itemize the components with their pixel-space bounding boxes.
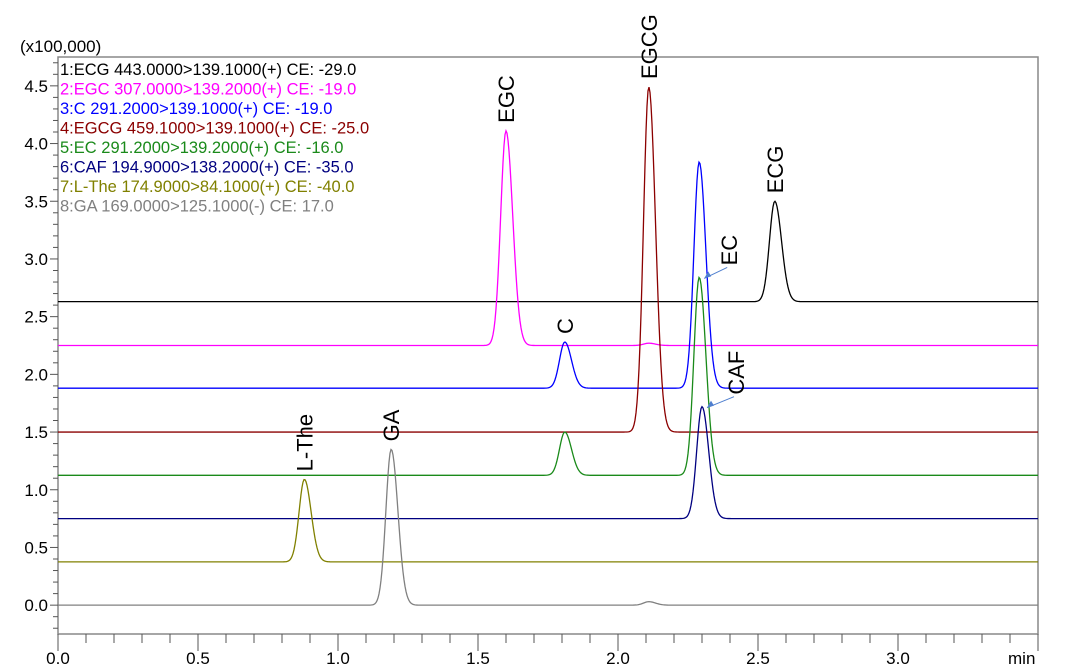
legend: 1:ECG 443.0000>139.1000(+) CE: -29.0 2:EG… [60,61,369,216]
y-tick-label: 1.5 [24,423,48,442]
traces [58,86,1038,606]
peak-labels: L-The GA EGC C EGCG EC CAF ECG [292,14,787,471]
y-tick-label: 2.5 [24,308,48,327]
peak-label: ECG [763,146,788,194]
trace-6 [58,405,1038,520]
x-tick-label: 0.5 [186,649,210,668]
x-tick-label: 3.0 [886,649,910,668]
legend-entry: 1:ECG 443.0000>139.1000(+) CE: -29.0 [60,61,356,79]
peak-label: EC [717,235,742,266]
x-tick-label: 1.0 [326,649,350,668]
axes: 0.0 0.5 1.0 1.5 2.0 2.5 3.0 0.0 0.5 1.0 1.5 2.0 2.5 3… [24,62,1039,668]
y-axis-scale-label: (x100,000) [20,37,101,56]
x-tick-label: 1.5 [466,649,490,668]
arrow-head-icon [704,271,712,279]
peak-label: C [553,318,578,334]
trace-2 [58,128,1038,347]
y-tick-label: 2.0 [24,365,48,384]
arrow-head-icon [707,400,714,408]
y-tick-label: 4.0 [24,135,48,154]
legend-entry: 4:EGCG 459.1000>139.1000(+) CE: -25.0 [60,120,369,138]
trace-5 [58,276,1038,476]
x-tick-label: 2.0 [606,649,630,668]
legend-entry: 8:GA 169.0000>125.1000(-) CE: 17.0 [60,198,334,216]
legend-entry: 7:L-The 174.9000>84.1000(+) CE: -40.0 [60,178,354,196]
peak-label: GA [379,409,404,441]
y-tick-label: 3.0 [24,250,48,269]
trace-8 [58,448,1038,606]
y-tick-label: 0.5 [24,538,48,557]
trace-7 [58,478,1038,563]
x-axis-unit: min [1008,649,1035,668]
peak-label: EGC [494,75,519,123]
trace-3 [58,160,1038,389]
trace-4 [58,86,1038,433]
peak-label: L-The [292,414,317,471]
y-tick-label: 1.0 [24,481,48,500]
legend-entry: 6:CAF 194.9000>138.2000(+) CE: -35.0 [60,159,354,177]
y-tick-label: 0.0 [24,596,48,615]
x-tick-label: 0.0 [46,649,70,668]
legend-entry: 3:C 291.2000>139.1000(+) CE: -19.0 [60,100,332,118]
peak-label: CAF [724,351,749,395]
x-tick-label: 2.5 [746,649,770,668]
trace-1 [58,200,1038,303]
legend-entry: 5:EC 291.2000>139.2000(+) CE: -16.0 [60,139,343,157]
y-tick-label: 4.5 [24,77,48,96]
legend-entry: 2:EGC 307.0000>139.2000(+) CE: -19.0 [60,81,356,99]
peak-label: EGCG [637,14,662,79]
y-tick-label: 3.5 [24,192,48,211]
